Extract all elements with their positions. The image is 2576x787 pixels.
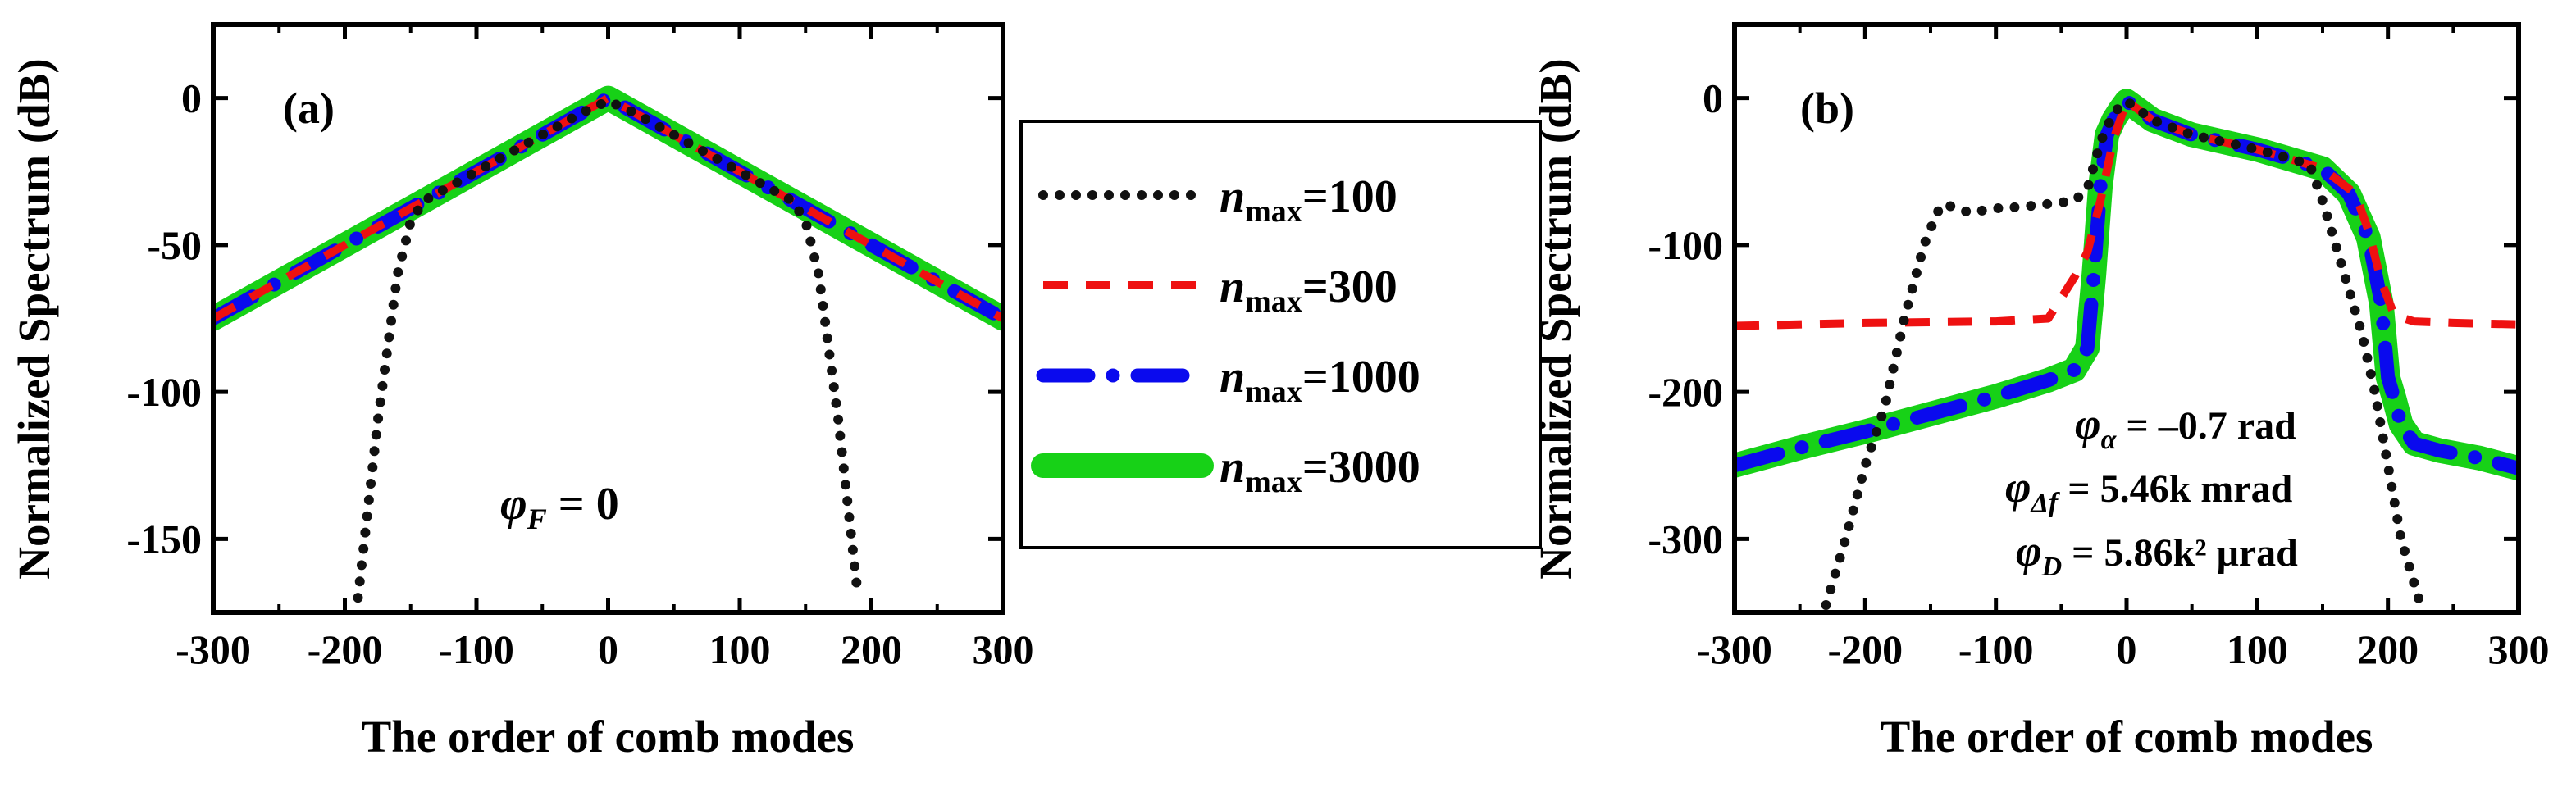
panel-b-x-tick-label: -200 xyxy=(1828,626,1904,672)
panel-a-annot-rest: = 0 xyxy=(547,479,619,530)
panel-b-series-blue-dash-dot xyxy=(1735,93,2519,475)
panel-a-x-tick-label: 300 xyxy=(973,626,1034,672)
panel-a-label: (a) xyxy=(283,84,335,133)
panel-a-x-axis-title: The order of comb modes xyxy=(362,712,855,762)
legend-label: nmax=100 xyxy=(1220,171,1397,229)
panel-a-series-blue-dash-dot xyxy=(213,91,1003,325)
panel-b-series-red-dash xyxy=(1735,97,2519,330)
panel-a-y-tick-label: -150 xyxy=(126,516,202,562)
panel-b-annotations: φα = –0.7 rad φΔf = 5.46k mrad φD = 5.86k²… xyxy=(2005,399,2298,582)
panel-a-x-tick-label: -100 xyxy=(439,626,514,672)
panel-a-x-tick-label: -300 xyxy=(176,626,251,672)
panel-b-annotation-line: φΔf = 5.46k mrad xyxy=(2005,462,2293,518)
panel-b-ticks: -300 -200 -100 0 100 200 300 0 -100 -200 -300 xyxy=(1648,25,2550,672)
panel-b-series-black-dot xyxy=(1821,96,2426,610)
panel-b-y-tick-label: 0 xyxy=(1703,75,1723,121)
panel-a-y-tick-label: -50 xyxy=(147,222,202,268)
panel-a-x-tick-label: 200 xyxy=(841,626,902,672)
panel-a-x-tick-label: 100 xyxy=(709,626,771,672)
legend-label: nmax=300 xyxy=(1220,262,1397,319)
panel-b-y-tick-label: -100 xyxy=(1648,222,1723,268)
panel-b-label: (b) xyxy=(1800,84,1854,133)
panel-a-series-red-dash xyxy=(213,93,1003,322)
panel-a-x-tick-label: 0 xyxy=(598,626,618,672)
legend-label: nmax=3000 xyxy=(1220,442,1420,499)
panel-b-x-tick-label: -100 xyxy=(1958,626,2034,672)
panel-a-ticks: -300 -200 -100 0 100 200 300 0 -50 -100 -150 xyxy=(126,25,1034,672)
panel-a-phase-annotation: φF = 0 xyxy=(500,479,619,535)
panel-b-chart: -300 -200 -100 0 100 200 3000-100-200-300 (b) … xyxy=(1530,22,2550,762)
panel-a-series-black-dot xyxy=(353,96,864,603)
panel-a-annot-symbol: φ xyxy=(500,479,527,530)
panel-b-x-tick-label: 300 xyxy=(2488,626,2550,672)
panel-a-chart: -300 -200 -100 0 100 200 300 0 -50 -100 -150 (a) T… xyxy=(9,22,1034,762)
panel-b-annotation-line: φD = 5.86k² μrad xyxy=(2016,526,2298,582)
panel-b-annotation-line: φα = –0.7 rad xyxy=(2075,399,2296,455)
panel-a-y-tick-label: 0 xyxy=(181,75,202,121)
panel-b-x-tick-label: -300 xyxy=(1697,626,1772,672)
panel-a-x-tick-label: -200 xyxy=(308,626,383,672)
panel-b-x-axis-title: The order of comb modes xyxy=(1881,712,2373,762)
legend: nmax=100 nmax=300 nmax=1000 nmax=3000 xyxy=(1019,120,1542,549)
legend-items: nmax=100 nmax=300 nmax=1000 nmax=3000 xyxy=(1031,171,1420,499)
panel-b-x-tick-label: 100 xyxy=(2227,626,2288,672)
panel-a-plot-area xyxy=(213,85,1003,603)
legend-label: nmax=1000 xyxy=(1220,352,1420,409)
panel-b-x-tick-label: 200 xyxy=(2357,626,2419,672)
panel-b-y-tick-label: -300 xyxy=(1648,516,1723,562)
panel-a-y-axis-title: Normalized Spectrum (dB) xyxy=(9,58,59,579)
panel-b-plot-area xyxy=(1735,89,2519,610)
panel-b-x-tick-label: 0 xyxy=(2117,626,2137,672)
panel-a-annot-sub: F xyxy=(527,503,547,535)
panel-a-y-tick-label: -100 xyxy=(126,369,202,415)
panel-b-y-axis-title: Normalized Spectrum (dB) xyxy=(1530,58,1580,579)
panel-b-y-tick-label: -200 xyxy=(1648,369,1723,415)
